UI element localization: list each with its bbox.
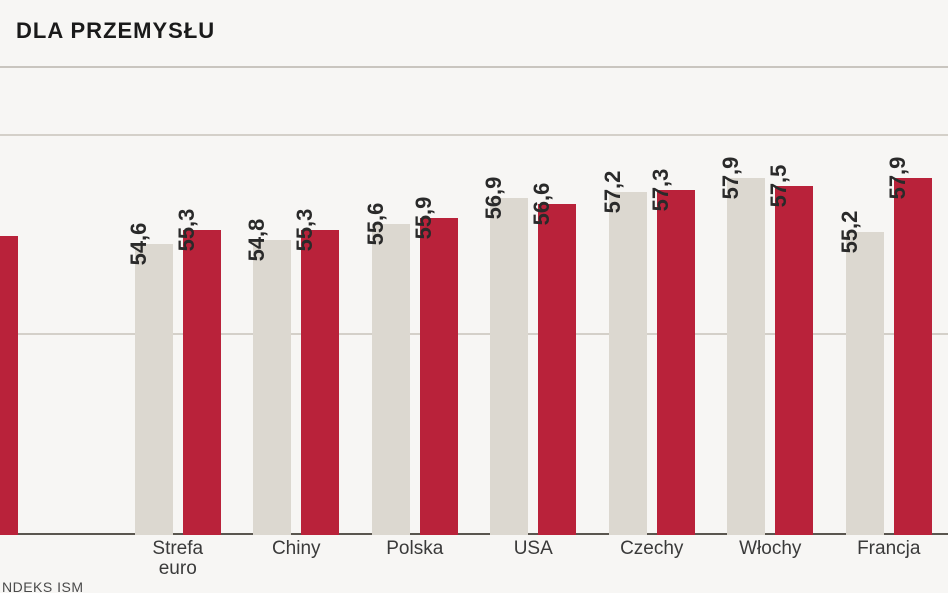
x-axis-label: Polska xyxy=(356,539,475,579)
bar-group: 57,957,5 xyxy=(711,96,830,535)
title-underline xyxy=(0,66,948,68)
bar-value-label: 57,5 xyxy=(766,164,798,207)
bar-series-a: 56,9 xyxy=(490,198,528,535)
bar-value-label: 54,6 xyxy=(126,222,158,265)
chart-title: DLA PRZEMYSŁU xyxy=(16,18,215,43)
x-axis-label: USA xyxy=(474,539,593,579)
bar-series-a: 55,2 xyxy=(846,232,884,535)
bar-group: 56,956,6 xyxy=(474,96,593,535)
x-axis-label: Francja xyxy=(830,539,948,579)
plot-area: 54,655,354,855,355,655,956,956,657,257,3… xyxy=(0,96,948,535)
x-axis-label: Strefaeuro xyxy=(119,539,238,579)
chart-title-bar: DLA PRZEMYSŁU xyxy=(0,18,948,44)
bar-series-b: 56,6 xyxy=(538,204,576,535)
footnote: NDEKS ISM xyxy=(2,579,84,593)
bar-value-label: 57,3 xyxy=(648,168,680,211)
bar-series-b: 55,3 xyxy=(183,230,221,535)
bar-series-a: 55,6 xyxy=(372,224,410,535)
bar-value-label: 55,3 xyxy=(292,208,324,251)
bar-value-label: 57,9 xyxy=(718,156,750,199)
x-axis-label: Chiny xyxy=(237,539,356,579)
bar-series-a: 54,8 xyxy=(253,240,291,535)
bar-series-b: 57,5 xyxy=(775,186,813,535)
pmi-chart: DLA PRZEMYSŁU 54,655,354,855,355,655,956… xyxy=(0,0,948,593)
bar-value-label: 57,9 xyxy=(885,156,917,199)
x-axis: StrefaeuroChinyPolskaUSACzechyWłochyFran… xyxy=(0,539,948,579)
x-axis-label xyxy=(0,539,119,579)
bar-group: 57,257,3 xyxy=(593,96,712,535)
x-axis-label: Włochy xyxy=(711,539,830,579)
bar-series-b-partial xyxy=(0,236,18,535)
bar-group: 55,655,9 xyxy=(356,96,475,535)
bar-value-label: 55,6 xyxy=(363,202,395,245)
bar-series-a: 54,6 xyxy=(135,244,173,535)
bar-value-label: 54,8 xyxy=(244,218,276,261)
bar-series-b: 57,3 xyxy=(657,190,695,535)
bar-group xyxy=(0,96,119,535)
bar-series-b: 55,9 xyxy=(420,218,458,535)
bar-groups: 54,655,354,855,355,655,956,956,657,257,3… xyxy=(0,96,948,535)
bar-value-label: 56,6 xyxy=(529,182,561,225)
x-axis-label: Czechy xyxy=(593,539,712,579)
bar-value-label: 57,2 xyxy=(600,170,632,213)
bar-group: 55,2 57,9 xyxy=(830,96,948,535)
bar-series-b: 55,3 xyxy=(301,230,339,535)
bar-group: 54,855,3 xyxy=(237,96,356,535)
bar-value-label: 55,9 xyxy=(411,196,443,239)
bar-group: 54,655,3 xyxy=(119,96,238,535)
bar-series-a: 57,9 xyxy=(727,178,765,535)
bar-value-label: 55,2 xyxy=(837,210,869,253)
bar-value-label: 55,3 xyxy=(174,208,206,251)
bar-series-b: 57,9 xyxy=(894,178,932,535)
bar-series-a: 57,2 xyxy=(609,192,647,535)
bar-value-label: 56,9 xyxy=(481,176,513,219)
